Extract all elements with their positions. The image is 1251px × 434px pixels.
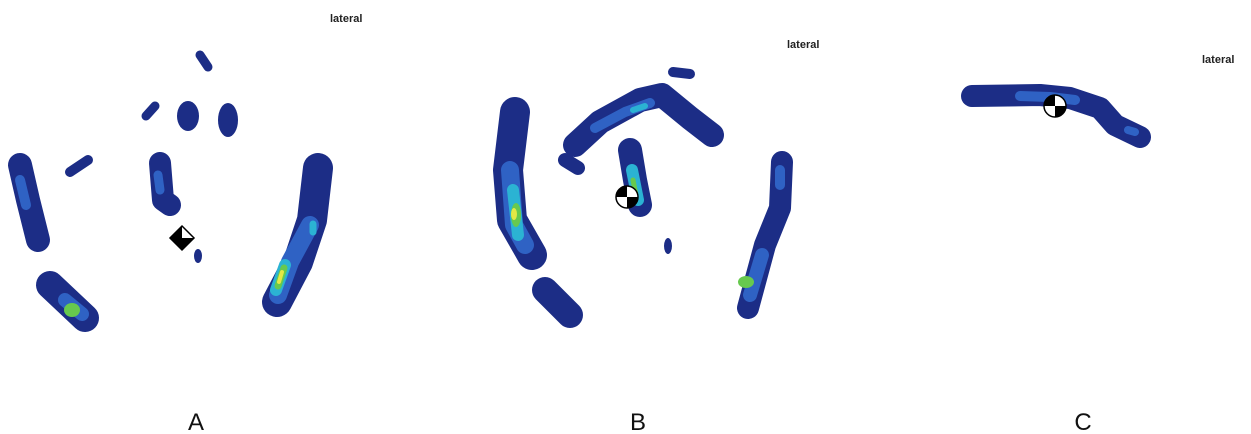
center-marker [170, 226, 194, 250]
center-marker [616, 186, 638, 208]
panel-a: lateral A [20, 13, 362, 434]
orientation-label: lateral [330, 13, 362, 25]
panel-label: C [1074, 409, 1091, 434]
center-marker [1044, 95, 1066, 117]
panel-c: lateral C [972, 54, 1234, 434]
pressure-map [508, 72, 782, 315]
panel-label: A [188, 409, 204, 434]
orientation-label: lateral [1202, 54, 1234, 66]
panel-b: lateral B [508, 39, 819, 434]
orientation-label: lateral [787, 39, 819, 51]
panel-label: B [630, 409, 646, 434]
pressure-map [20, 55, 318, 318]
figure: lateral A la [0, 0, 1251, 434]
